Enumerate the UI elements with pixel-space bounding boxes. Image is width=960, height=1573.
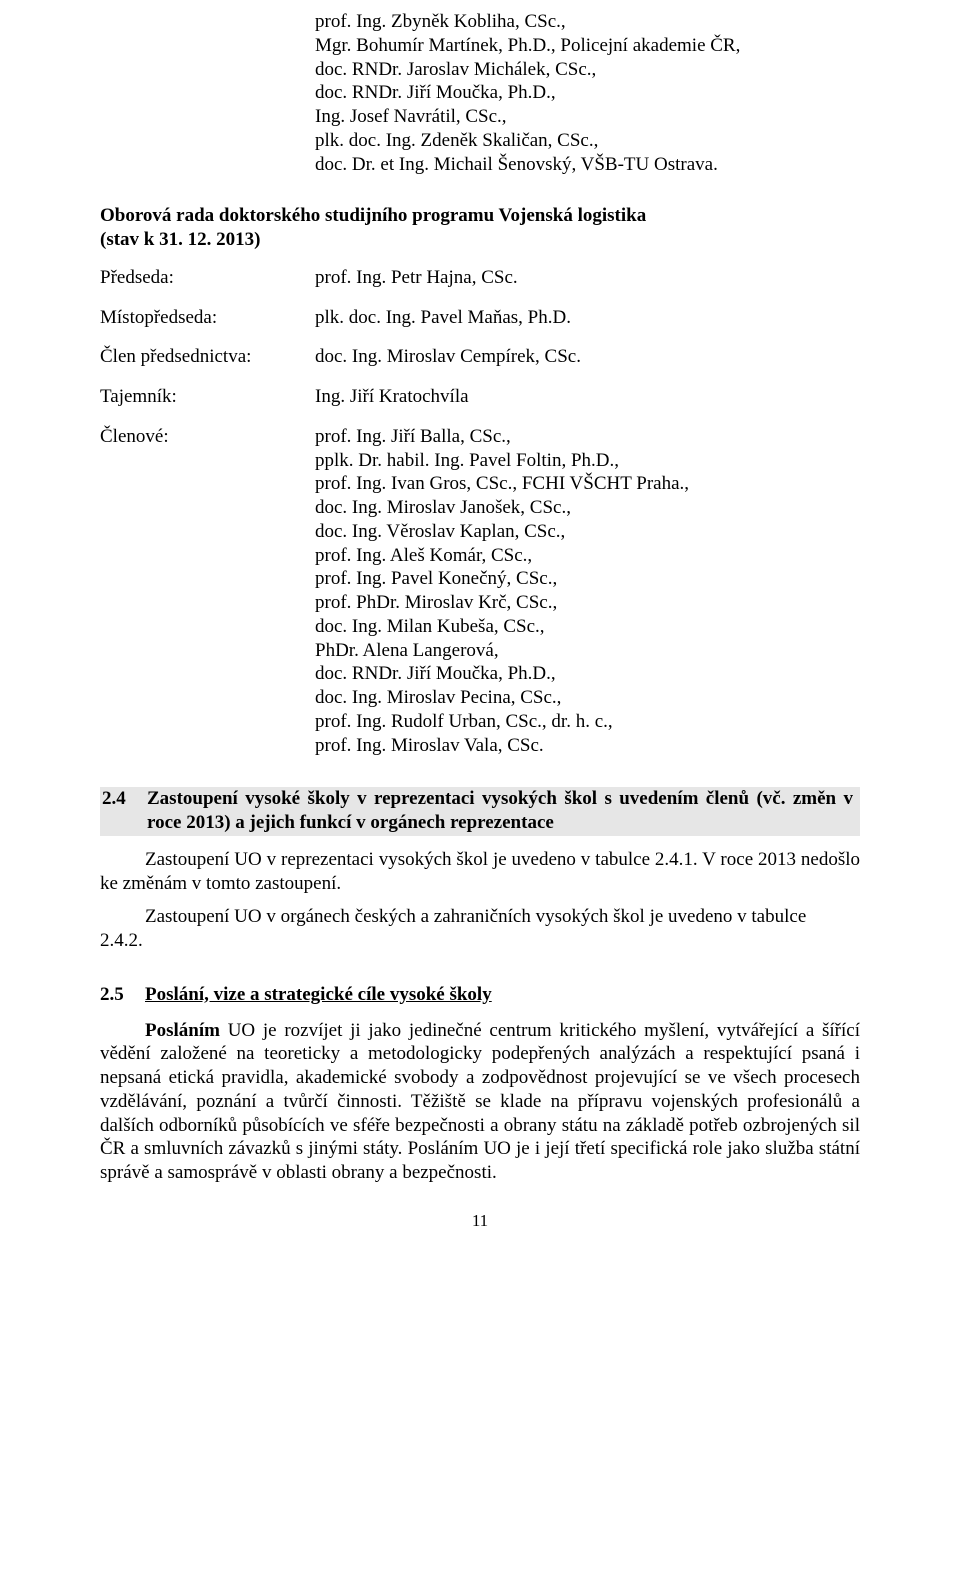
member-line: prof. Ing. Miroslav Vala, CSc. [315,734,860,758]
continuation-block: prof. Ing. Zbyněk Kobliha, CSc., Mgr. Bo… [100,10,860,176]
role-row: Tajemník: Ing. Jiří Kratochvíla [100,385,860,409]
member-line: doc. Ing. Milan Kubeša, CSc., [315,615,860,639]
role-label: Tajemník: [100,385,315,409]
cont-line: Mgr. Bohumír Martínek, Ph.D., Policejní … [315,34,860,58]
role-label: Předseda: [100,266,315,290]
paragraph-2-5: Posláním UO je rozvíjet ji jako jedinečn… [100,1019,860,1185]
heading-title: Zastoupení vysoké školy v reprezentaci v… [147,787,853,835]
members-row: Členové: prof. Ing. Jiří Balla, CSc., pp… [100,425,860,758]
program-heading-sub: (stav k 31. 12. 2013) [100,228,860,252]
member-line: doc. Ing. Věroslav Kaplan, CSc., [315,520,860,544]
paragraph-text: Zastoupení UO v reprezentaci vysokých šk… [100,849,860,894]
paragraph-text: UO je rozvíjet ji jako jedinečné centrum… [100,1020,860,1184]
paragraph-2-4-a: Zastoupení UO v reprezentaci vysokých šk… [100,848,860,896]
heading-number: 2.4 [102,787,147,811]
program-heading: Oborová rada doktorského studijního prog… [100,204,860,252]
member-line: prof. Ing. Rudolf Urban, CSc., dr. h. c.… [315,710,860,734]
role-value: plk. doc. Ing. Pavel Maňas, Ph.D. [315,306,860,330]
members-list: prof. Ing. Jiří Balla, CSc., pplk. Dr. h… [315,425,860,758]
members-label: Členové: [100,425,315,758]
member-line: prof. Ing. Aleš Komár, CSc., [315,544,860,568]
member-line: doc. RNDr. Jiří Moučka, Ph.D., [315,662,860,686]
program-heading-line: Oborová rada doktorského studijního prog… [100,204,860,228]
role-value: Ing. Jiří Kratochvíla [315,385,860,409]
role-label: Člen předsednictva: [100,345,315,369]
role-label: Místopředseda: [100,306,315,330]
cont-line: doc. Dr. et Ing. Michail Šenovský, VŠB-T… [315,153,860,177]
paragraph-text-lead: Zastoupení UO v orgánech českých a zahra… [145,906,806,927]
paragraph-lead-bold: Posláním [145,1020,220,1041]
member-line: prof. Ing. Pavel Konečný, CSc., [315,567,860,591]
role-row: Člen předsednictva: doc. Ing. Miroslav C… [100,345,860,369]
heading-title: Poslání, vize a strategické cíle vysoké … [145,983,492,1007]
paragraph-text-tail: 2.4.2. [100,930,143,951]
role-row: Místopředseda: plk. doc. Ing. Pavel Maňa… [100,306,860,330]
paragraph-2-4-b: Zastoupení UO v orgánech českých a zahra… [100,905,860,953]
role-value: prof. Ing. Petr Hajna, CSc. [315,266,860,290]
member-line: PhDr. Alena Langerová, [315,639,860,663]
member-line: prof. Ing. Ivan Gros, CSc., FCHI VŠCHT P… [315,472,860,496]
cont-line: plk. doc. Ing. Zdeněk Skaličan, CSc., [315,129,860,153]
cont-line: Ing. Josef Navrátil, CSc., [315,105,860,129]
roles-block: Předseda: prof. Ing. Petr Hajna, CSc. Mí… [100,266,860,758]
role-value: doc. Ing. Miroslav Cempírek, CSc. [315,345,860,369]
page-number: 11 [100,1210,860,1231]
heading-number: 2.5 [100,983,145,1007]
cont-line: prof. Ing. Zbyněk Kobliha, CSc., [315,10,860,34]
heading-2-5: 2.5Poslání, vize a strategické cíle vyso… [100,983,860,1007]
member-line: prof. Ing. Jiří Balla, CSc., [315,425,860,449]
cont-line: doc. RNDr. Jaroslav Michálek, CSc., [315,58,860,82]
member-line: pplk. Dr. habil. Ing. Pavel Foltin, Ph.D… [315,449,860,473]
member-line: doc. Ing. Miroslav Janošek, CSc., [315,496,860,520]
role-row: Předseda: prof. Ing. Petr Hajna, CSc. [100,266,860,290]
member-line: doc. Ing. Miroslav Pecina, CSc., [315,686,860,710]
member-line: prof. PhDr. Miroslav Krč, CSc., [315,591,860,615]
heading-2-4: 2.4Zastoupení vysoké školy v reprezentac… [100,787,860,836]
cont-line: doc. RNDr. Jiří Moučka, Ph.D., [315,81,860,105]
